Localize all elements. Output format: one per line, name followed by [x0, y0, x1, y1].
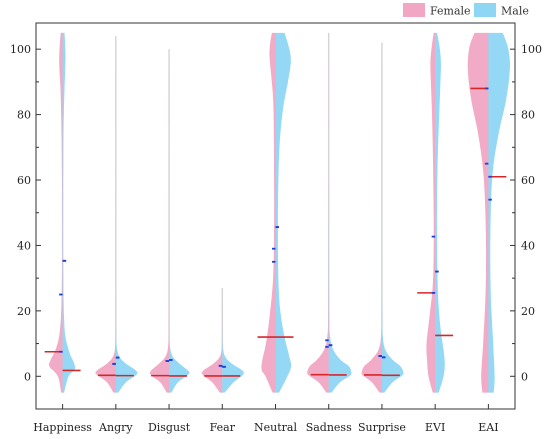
violin-female-eai: [467, 32, 489, 393]
violin-male-sadness: [328, 32, 352, 393]
y-tick-label-right: 40: [521, 239, 535, 252]
violin-male-fear: [222, 287, 244, 393]
violin-female-surprise: [361, 42, 382, 393]
y-tick-label-left: 40: [17, 239, 31, 252]
axis-layer: 0 0 20 20 40 40 60 60 80 80 100 100 Happiness Angry Di…: [10, 22, 542, 434]
x-tick-label-sadness: Sadness: [306, 421, 352, 434]
violin-female-sadness: [307, 32, 329, 393]
y-tick-label-right: 80: [521, 109, 535, 122]
x-tick-label-neutral: Neutral: [254, 421, 297, 434]
y-tick-label-left: 80: [17, 109, 31, 122]
x-tick-label-disgust: Disgust: [148, 421, 191, 434]
x-tick-label-surprise: Surprise: [358, 421, 406, 434]
violin-male-happiness: [62, 32, 76, 393]
y-tick-label-right: 100: [521, 43, 542, 56]
violin-male-disgust: [169, 49, 190, 393]
violin-female-happiness: [48, 32, 63, 393]
violin-male-eai: [488, 32, 510, 393]
violin-female-disgust: [149, 49, 170, 393]
y-tick-label-left: 60: [17, 174, 31, 187]
y-tick-label-left: 20: [17, 305, 31, 318]
x-tick-label-angry: Angry: [98, 421, 133, 434]
legend-label-male: Male: [501, 5, 529, 18]
violin-female-angry: [95, 36, 116, 393]
legend-swatch-male: [474, 3, 496, 17]
x-tick-label-happiness: Happiness: [33, 421, 92, 434]
y-tick-label-right: 20: [521, 305, 535, 318]
y-tick-label-right: 0: [521, 370, 528, 383]
legend-label-female: Female: [430, 5, 471, 18]
y-tick-label-left: 100: [10, 43, 31, 56]
y-tick-label-right: 60: [521, 174, 535, 187]
legend-swatch-female: [403, 3, 425, 17]
violin-female-neutral: [261, 32, 276, 393]
x-tick-label-eai: EAI: [478, 421, 498, 434]
violin-male-evi: [435, 32, 445, 393]
violin-female-fear: [201, 287, 223, 393]
x-tick-label-evi: EVI: [425, 421, 445, 434]
violin-layer: [44, 32, 510, 393]
violin-male-neutral: [275, 32, 292, 393]
violin-female-evi: [426, 32, 436, 393]
x-tick-label-fear: Fear: [210, 421, 236, 434]
y-tick-label-left: 0: [24, 370, 31, 383]
legend: Female Male: [403, 3, 529, 18]
